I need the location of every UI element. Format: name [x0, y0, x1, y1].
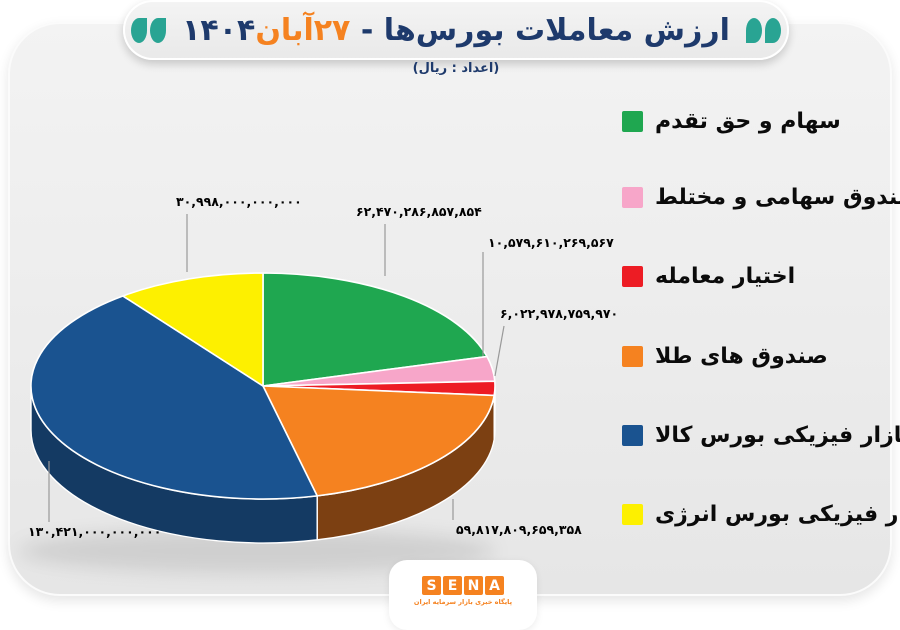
value-label: ۱۳۰,۴۲۱,۰۰۰,۰۰۰,۰۰۰: [28, 524, 162, 539]
logo-tile: A: [485, 576, 504, 595]
logo-letter: S: [426, 577, 437, 594]
page-title: ارزش معاملات بورس‌ها - ۲۷آبان۱۴۰۴: [182, 13, 730, 48]
header-pill: ارزش معاملات بورس‌ها - ۲۷آبان۱۴۰۴: [123, 0, 789, 60]
pie-slice-top: [122, 272, 264, 387]
legend-label: اختیار معامله: [655, 263, 796, 289]
legend-label: سهام و حق تقدم: [655, 108, 841, 134]
logo-tile: E: [443, 576, 462, 595]
value-label: ۶,۰۲۲,۹۷۸,۷۵۹,۹۷۰: [500, 306, 619, 321]
legend-swatch: [622, 265, 643, 287]
logo-tile: N: [464, 576, 483, 595]
legend-label: بازار فیزیکی بورس انرژی: [655, 501, 900, 527]
legend-item: بازار فیزیکی بورس انرژی: [622, 497, 900, 531]
logo-tagline: پایگاه خبری بازار سرمایه ایران: [413, 598, 513, 606]
legend-item: صندوق سهامی و مختلط: [622, 180, 900, 214]
quote-left-icon: [131, 17, 167, 43]
logo-tile: S: [422, 576, 441, 595]
title-main: ارزش معاملات بورس‌ها -: [350, 12, 731, 48]
pie-slice-top: [30, 295, 318, 500]
pie-slice-top: [262, 385, 495, 497]
legend-swatch: [622, 345, 643, 367]
logo-letter: N: [467, 577, 480, 594]
legend-swatch: [622, 186, 643, 208]
value-label: ۵۹,۸۱۷,۸۰۹,۶۵۹,۳۵۸: [456, 522, 582, 537]
pie-slice-top: [262, 272, 488, 387]
legend-item: بازار فیزیکی بورس کالا: [622, 418, 900, 452]
logo-letter: A: [489, 577, 500, 594]
value-label: ۳۰,۹۹۸,۰۰۰,۰۰۰,۰۰۰: [176, 194, 302, 209]
title-year: ۱۴۰۴: [182, 12, 256, 48]
pie-shadow: [19, 529, 495, 573]
leader-line: [494, 325, 505, 377]
legend-item: سهام و حق تقدم: [622, 104, 841, 138]
legend-swatch: [622, 424, 643, 446]
legend-swatch: [622, 503, 643, 525]
legend-label: صندوق سهامی و مختلط: [655, 184, 900, 210]
quote-right-icon: [745, 17, 781, 43]
title-date: ۲۷آبان: [255, 12, 351, 48]
title-row: ارزش معاملات بورس‌ها - ۲۷آبان۱۴۰۴: [123, 0, 789, 60]
legend-swatch: [622, 110, 643, 132]
unit-note: (اعداد : ریال): [412, 61, 500, 76]
legend-item: اختیار معامله: [622, 259, 795, 293]
legend-label: بازار فیزیکی بورس کالا: [655, 422, 900, 448]
logo-letter: E: [447, 577, 458, 594]
legend-label: صندوق های طلا: [655, 343, 828, 369]
value-label: ۶۲,۴۷۰,۲۸۶,۸۵۷,۸۵۴: [356, 204, 482, 219]
value-label: ۱۰,۵۷۹,۶۱۰,۲۶۹,۵۶۷: [488, 235, 614, 250]
legend-item: صندوق های طلا: [622, 339, 828, 373]
